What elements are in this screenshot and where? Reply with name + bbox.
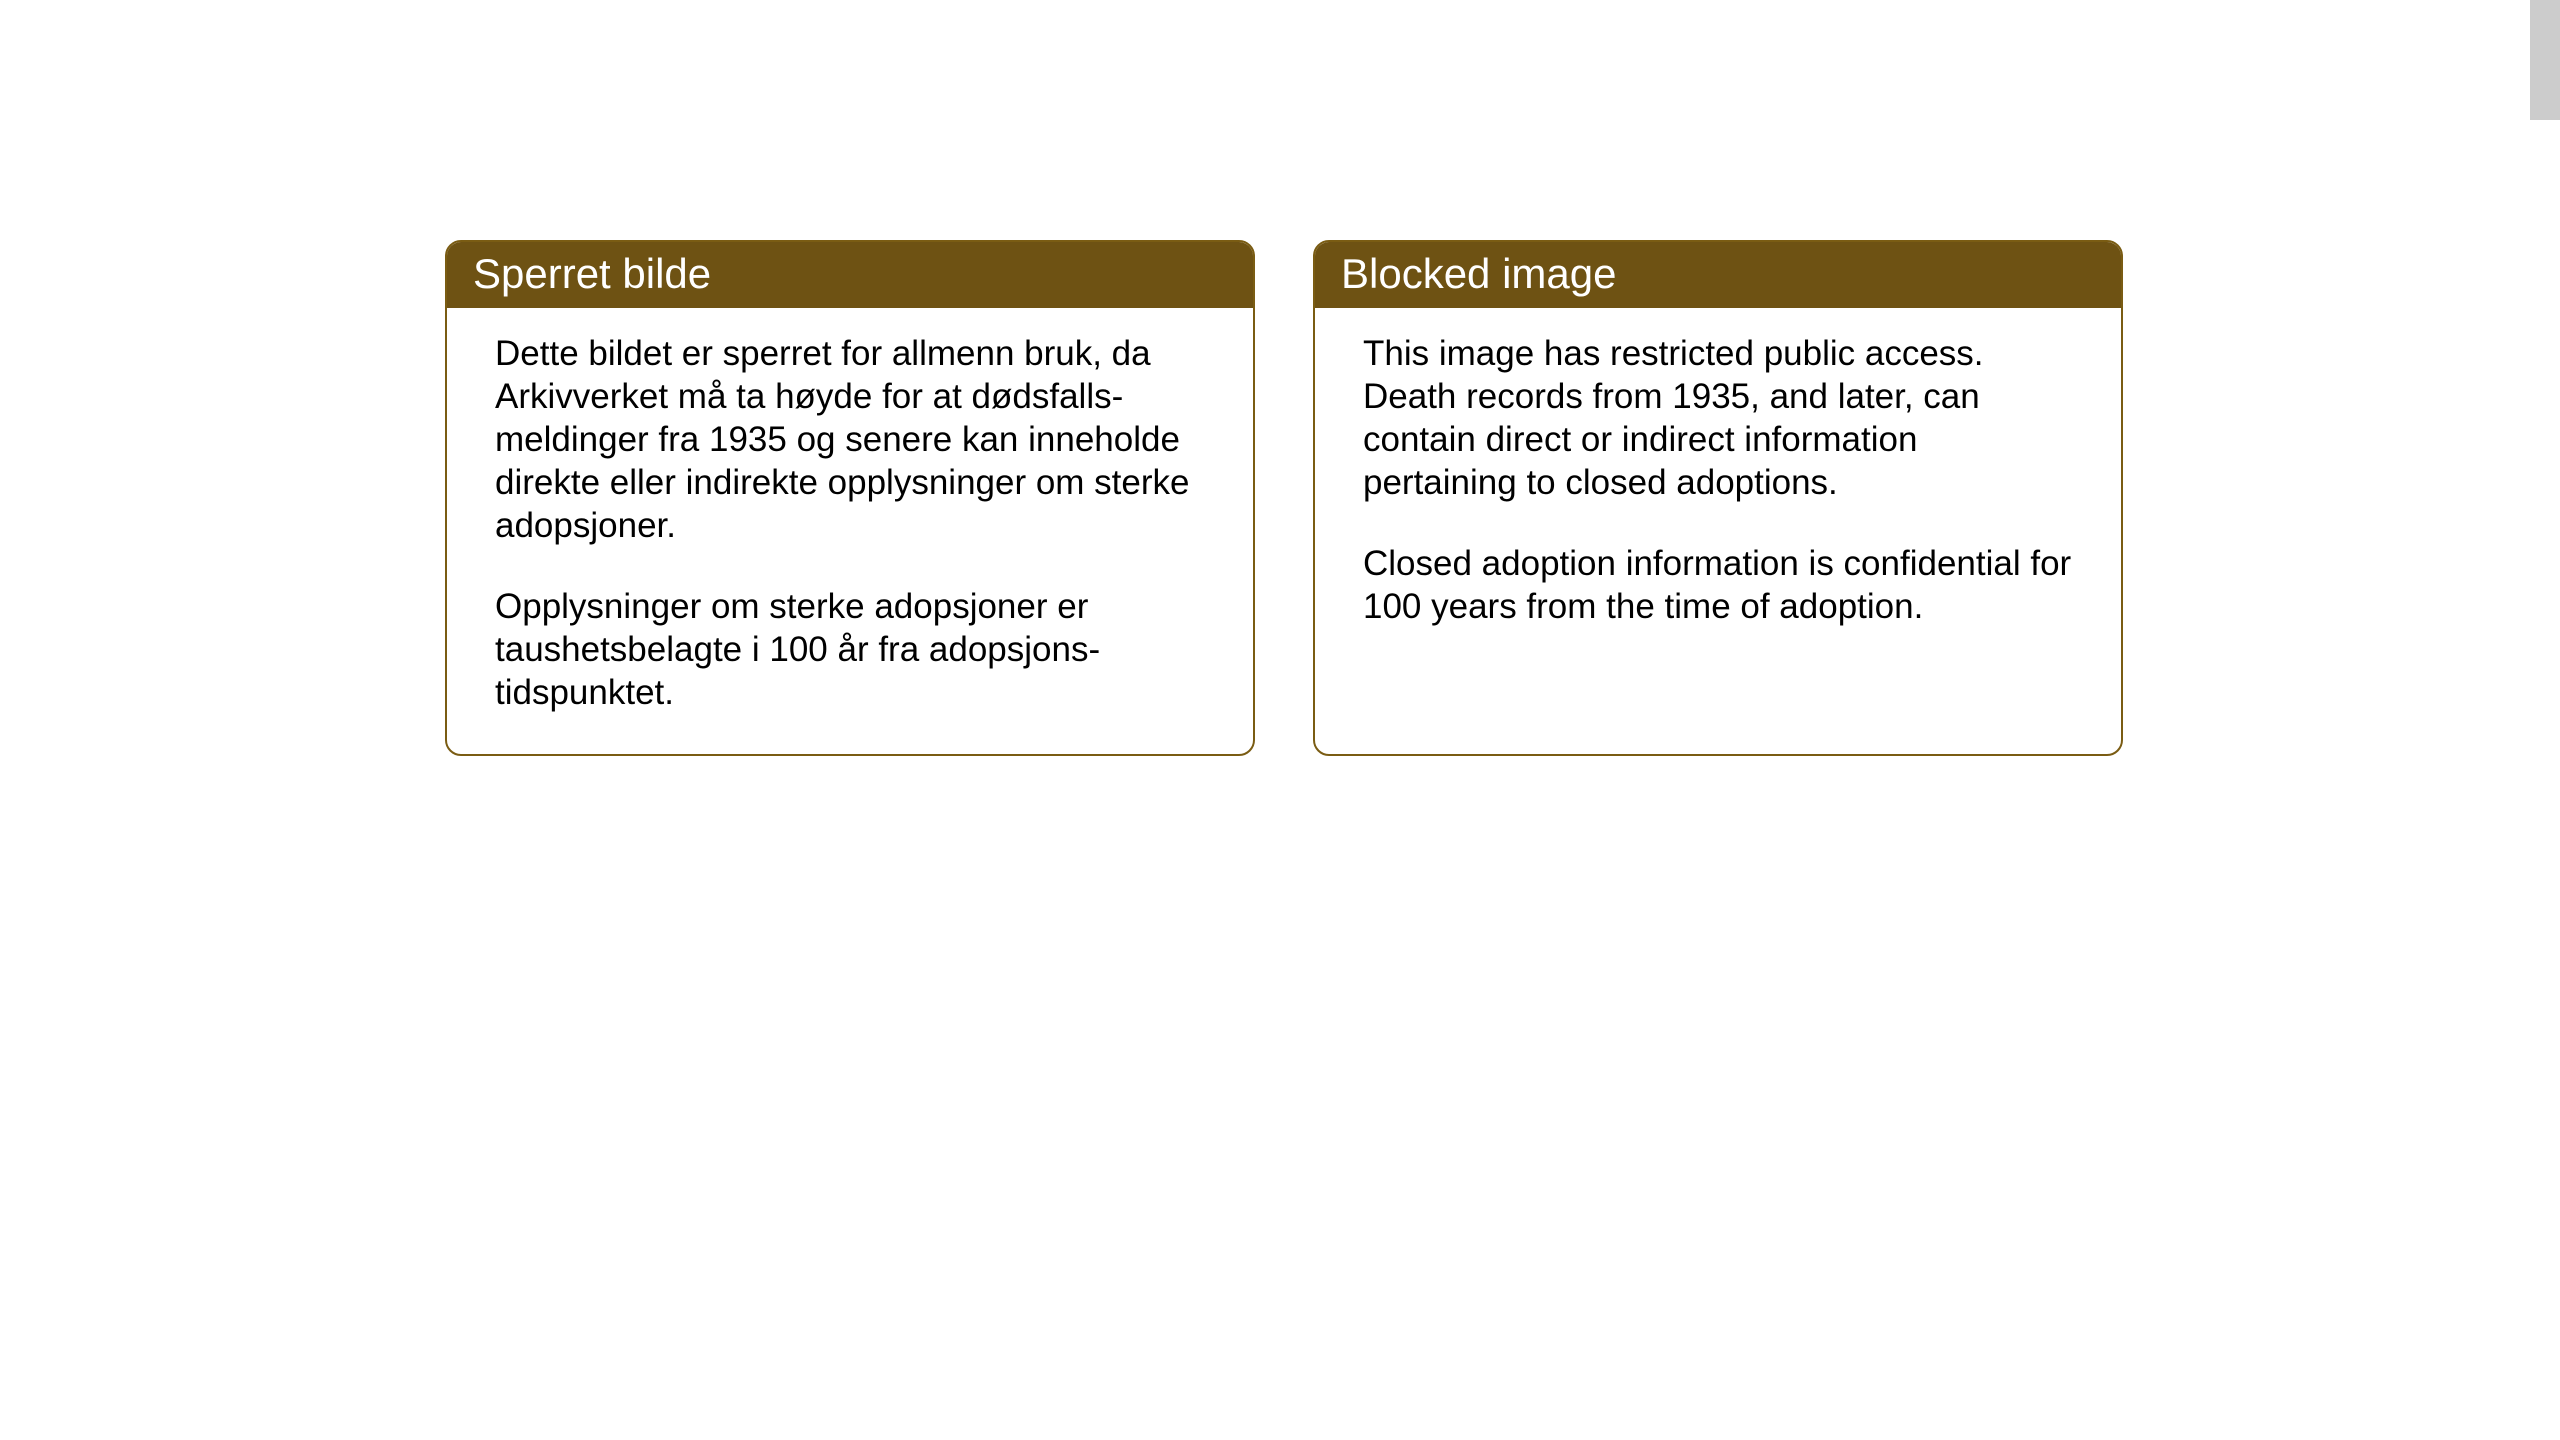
card-english-title: Blocked image xyxy=(1341,250,1616,297)
card-norwegian-body: Dette bildet er sperret for allmenn bruk… xyxy=(447,308,1253,754)
cards-container: Sperret bilde Dette bildet er sperret fo… xyxy=(445,240,2123,756)
card-norwegian: Sperret bilde Dette bildet er sperret fo… xyxy=(445,240,1255,756)
card-english-paragraph-1: This image has restricted public access.… xyxy=(1363,332,2073,504)
scrollbar-thumb[interactable] xyxy=(2530,0,2560,120)
card-english-header: Blocked image xyxy=(1315,242,2121,308)
card-norwegian-header: Sperret bilde xyxy=(447,242,1253,308)
card-english: Blocked image This image has restricted … xyxy=(1313,240,2123,756)
card-norwegian-title: Sperret bilde xyxy=(473,250,711,297)
card-norwegian-paragraph-1: Dette bildet er sperret for allmenn bruk… xyxy=(495,332,1205,547)
card-english-paragraph-2: Closed adoption information is confident… xyxy=(1363,542,2073,628)
card-norwegian-paragraph-2: Opplysninger om sterke adopsjoner er tau… xyxy=(495,585,1205,714)
card-english-body: This image has restricted public access.… xyxy=(1315,308,2121,668)
